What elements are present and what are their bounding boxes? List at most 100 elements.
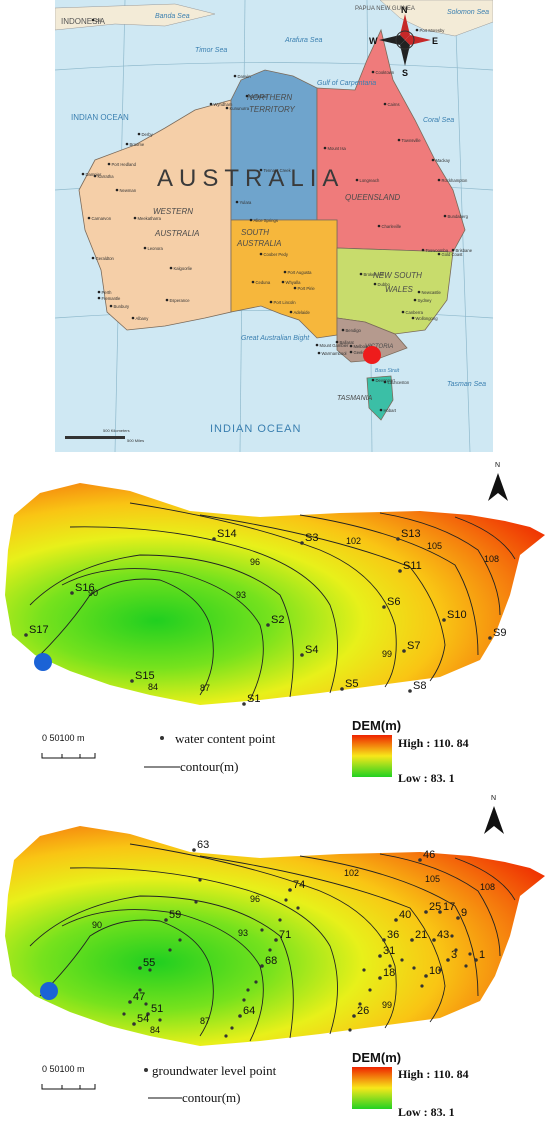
png-land	[379, 0, 494, 37]
city-dot	[109, 304, 113, 308]
city-dot	[235, 200, 239, 204]
city-label: Gold Coast	[442, 252, 464, 257]
sample-point	[388, 964, 392, 968]
sample-point-label: 17	[443, 901, 455, 913]
city-dot	[335, 340, 339, 344]
sample-point	[146, 1012, 150, 1016]
city-dot	[371, 378, 375, 382]
sample-point	[260, 964, 264, 968]
sample-point	[454, 948, 458, 952]
sea-label: Bass Strait	[375, 368, 400, 374]
map-legend: 0 50100 m groundwater level point contou…	[41, 1050, 469, 1119]
city-dot	[355, 178, 359, 182]
sample-point	[198, 878, 202, 882]
ocean-label: INDIAN OCEAN	[71, 113, 129, 122]
sample-point-label: 71	[279, 929, 291, 941]
map-scale-bar: 500 Kilometers 500 Miles	[65, 428, 144, 443]
dem-color-ramp	[352, 735, 392, 777]
city-dot	[93, 174, 97, 178]
city-label: Port Hedland	[112, 162, 137, 167]
city-dot	[431, 158, 435, 162]
sample-point	[438, 968, 442, 972]
state-label: QUEENSLAND	[345, 193, 400, 202]
city-dot	[411, 316, 415, 320]
sample-point	[464, 964, 468, 968]
city-dot	[359, 272, 363, 276]
sample-point	[348, 1028, 352, 1032]
sample-point	[300, 541, 304, 545]
sample-point-label: S3	[305, 532, 318, 544]
contour-label: 93	[236, 590, 246, 600]
contour-lines	[29, 502, 516, 701]
sample-point	[468, 952, 472, 956]
sample-point	[368, 988, 372, 992]
city-dot	[415, 28, 419, 32]
city-label: Tennant Creek	[264, 168, 292, 173]
sample-point	[456, 916, 460, 920]
sample-point-label: 21	[415, 929, 427, 941]
contour-label: 87	[200, 683, 210, 693]
city-label: Rockhampton	[442, 178, 469, 183]
city-label: Geelong	[354, 350, 371, 355]
victoria	[336, 317, 408, 363]
sample-point-label: S7	[407, 640, 420, 652]
sample-point	[442, 618, 446, 622]
sample-point	[138, 966, 142, 970]
sample-point	[432, 938, 436, 942]
tasmania	[366, 375, 394, 421]
city-dot	[259, 252, 263, 256]
contour-label: 105	[427, 541, 442, 551]
contour-label: 84	[148, 682, 158, 692]
sea-label: Banda Sea	[155, 13, 190, 20]
city-dot	[437, 252, 441, 256]
sample-point	[274, 938, 278, 942]
city-label: Dili	[96, 18, 102, 23]
legend-contour-label: contour(m)	[180, 759, 238, 774]
study-site-marker	[34, 653, 52, 671]
sample-point-label: 63	[197, 839, 209, 851]
city-dot	[397, 138, 401, 142]
scale-bar	[41, 1084, 96, 1090]
city-dot	[283, 270, 287, 274]
dem-raster	[5, 483, 545, 705]
city-dot	[373, 282, 377, 286]
sample-point-label: S2	[271, 614, 284, 626]
city-label: Wollongong	[416, 316, 439, 321]
sample-point	[424, 910, 428, 914]
sample-point-label: 18	[383, 967, 395, 979]
state-label: VICTORIA	[365, 344, 393, 350]
city-label: Mount Gambier	[320, 343, 349, 348]
city-dot	[349, 344, 353, 348]
city-label: Darwin	[238, 74, 252, 79]
state-label: AUSTRALIA	[154, 229, 199, 238]
city-label: Port Pirie	[298, 286, 316, 291]
city-label: Newcastle	[422, 290, 442, 295]
scale-label: 0 50100 m	[42, 1064, 85, 1074]
city-dot	[437, 178, 441, 182]
city-label: Karratha	[98, 174, 115, 179]
sample-point	[260, 928, 264, 932]
city-label: Canberra	[406, 310, 424, 315]
contour-label: 102	[346, 536, 361, 546]
state-label: SOUTH	[241, 228, 269, 237]
sample-point	[412, 966, 416, 970]
sample-point-label: S5	[345, 678, 358, 690]
sample-point	[230, 1026, 234, 1030]
city-label: Leonora	[148, 246, 164, 251]
sea-label: Great Australian Bight	[241, 335, 310, 342]
city-label: Kalgoorlie	[174, 266, 193, 271]
country-label: PAPUA NEW GUINEA	[355, 6, 415, 12]
city-label: Launceston	[388, 380, 410, 385]
city-dot	[269, 300, 273, 304]
city-label: Warrnambool	[322, 351, 347, 356]
contour-label: 105	[425, 874, 440, 884]
sample-point	[382, 605, 386, 609]
city-label: Adelaide	[294, 310, 311, 315]
sample-point-label: 55	[143, 957, 155, 969]
city-label: Esperance	[170, 298, 191, 303]
city-dot	[383, 380, 387, 384]
city-dot	[131, 316, 135, 320]
western-australia	[78, 99, 232, 331]
